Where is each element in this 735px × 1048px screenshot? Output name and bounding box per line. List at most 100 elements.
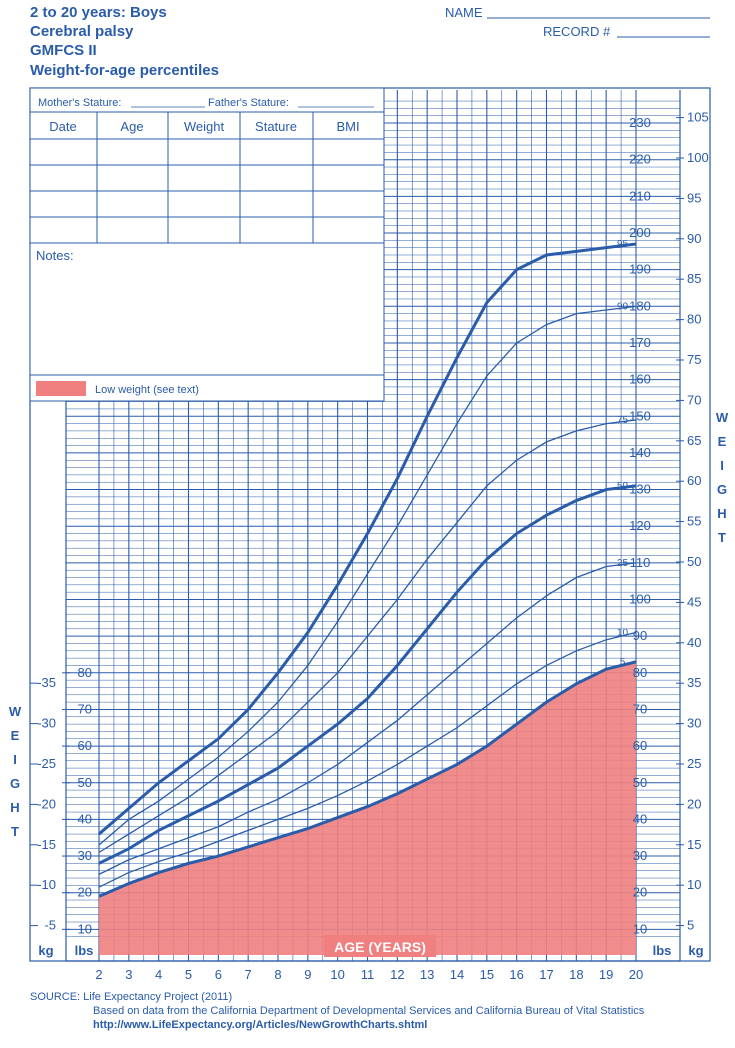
- column-header-age: Age: [120, 119, 143, 134]
- svg-text:E: E: [718, 434, 727, 449]
- kg-tick-label-right: 85: [687, 271, 701, 286]
- age-tick-label: 16: [509, 967, 523, 982]
- lbs-tick-label-right: 230: [629, 115, 651, 130]
- kg-tick-label-right: 90: [687, 231, 701, 246]
- name-label: NAME: [445, 5, 483, 20]
- svg-text:G: G: [717, 482, 727, 497]
- lbs-tick-label-right: 90: [633, 628, 647, 643]
- weight-label-left: W E I G H T: [9, 704, 22, 839]
- percentile-label-10: 10: [617, 627, 629, 638]
- svg-text:W: W: [716, 410, 729, 425]
- record-table: Mother's Stature: Father's Stature: Date…: [29, 87, 385, 402]
- source-link[interactable]: http://www.LifeExpectancy.org/Articles/N…: [93, 1019, 427, 1031]
- lbs-tick-label-right: 140: [629, 445, 651, 460]
- age-tick-label: 3: [125, 967, 132, 982]
- percentile-label-25: 25: [617, 558, 629, 569]
- lbs-tick-label-right: 40: [633, 811, 647, 826]
- kg-tick-label-right: 25: [687, 756, 701, 771]
- kg-tick-label-right: 105: [687, 110, 709, 125]
- lbs-label-left: lbs: [75, 943, 94, 958]
- percentile-line-50: [98, 484, 637, 865]
- lbs-tick-label-left: 50: [78, 775, 92, 790]
- lbs-tick-label-right: 130: [629, 482, 651, 497]
- kg-tick-label-right: 60: [687, 473, 701, 488]
- kg-tick-label-right: 55: [687, 514, 701, 529]
- age-tick-label: 19: [599, 967, 613, 982]
- age-tick-label: 14: [450, 967, 464, 982]
- kg-tick-label-right: 20: [687, 796, 701, 811]
- age-tick-label: 15: [480, 967, 494, 982]
- lbs-tick-label-left: 60: [78, 738, 92, 753]
- kg-tick-label-right: 70: [687, 392, 701, 407]
- kg-tick-label-left: -5: [44, 918, 56, 933]
- kg-tick-label-right: 50: [687, 554, 701, 569]
- kg-tick-label-right: 10: [687, 877, 701, 892]
- kg-tick-label-right: 65: [687, 433, 701, 448]
- percentile-line-90: [98, 305, 637, 846]
- lbs-tick-label-right: 70: [633, 701, 647, 716]
- lbs-tick-label-right: 100: [629, 592, 651, 607]
- axis-ticks: 10 20 30 40 50 60 70 80 -5 -10 -15 -20 -25 -30 -35 10 20…: [30, 110, 709, 982]
- age-tick-label: 4: [155, 967, 162, 982]
- svg-text:T: T: [718, 530, 726, 545]
- age-tick-label: 12: [390, 967, 404, 982]
- record-label: RECORD #: [543, 24, 611, 39]
- percentile-line-75: [98, 419, 637, 853]
- age-tick-label: 9: [304, 967, 311, 982]
- lbs-tick-label-right: 160: [629, 372, 651, 387]
- lbs-tick-label-right: 220: [629, 152, 651, 167]
- title-line-3: GMFCS II: [30, 42, 97, 59]
- kg-tick-label-left: -10: [37, 877, 56, 892]
- lbs-tick-label-right: 50: [633, 775, 647, 790]
- kg-tick-label-right: 40: [687, 635, 701, 650]
- age-tick-label: 5: [185, 967, 192, 982]
- svg-text:H: H: [717, 506, 726, 521]
- age-tick-label: 13: [420, 967, 434, 982]
- lbs-tick-label-right: 190: [629, 262, 651, 277]
- percentile-label-5: 5: [620, 657, 626, 668]
- age-tick-label: 18: [569, 967, 583, 982]
- kg-tick-label-right: 45: [687, 594, 701, 609]
- age-tick-label: 8: [274, 967, 281, 982]
- age-tick-label: 10: [330, 967, 344, 982]
- source-line-1: SOURCE: Life Expectancy Project (2011): [30, 991, 232, 1003]
- svg-text:H: H: [10, 800, 19, 815]
- svg-text:I: I: [13, 752, 17, 767]
- kg-tick-label-right: 30: [687, 716, 701, 731]
- lbs-tick-label-left: 30: [78, 848, 92, 863]
- lbs-tick-label-right: 30: [633, 848, 647, 863]
- source-line-2: Based on data from the California Depart…: [93, 1005, 645, 1017]
- kg-tick-label-right: 95: [687, 190, 701, 205]
- age-tick-label: 7: [245, 967, 252, 982]
- kg-tick-label-left: -25: [37, 756, 56, 771]
- mother-stature-label: Mother's Stature:: [38, 97, 121, 109]
- lbs-tick-label-left: 40: [78, 811, 92, 826]
- age-tick-label: 11: [361, 967, 375, 982]
- kg-label-right: kg: [688, 943, 703, 958]
- kg-tick-label-right: 75: [687, 352, 701, 367]
- percentile-line-25: [98, 562, 637, 875]
- lbs-tick-label-right: 80: [633, 665, 647, 680]
- column-header-date: Date: [49, 119, 76, 134]
- percentile-label-50: 50: [617, 481, 629, 492]
- kg-tick-label-right: 100: [687, 150, 709, 165]
- lbs-tick-label-right: 170: [629, 335, 651, 350]
- percentile-label-95: 95: [617, 239, 629, 250]
- lbs-tick-label-right: 60: [633, 738, 647, 753]
- age-tick-label: 2: [95, 967, 102, 982]
- percentile-curves: 5 10 25 50 75 90 95: [98, 239, 637, 898]
- kg-tick-label-right: 15: [687, 837, 701, 852]
- kg-tick-label-left: -15: [37, 837, 56, 852]
- kg-tick-label-right: 35: [687, 675, 701, 690]
- age-tick-label: 6: [215, 967, 222, 982]
- lbs-tick-label-left: 70: [78, 701, 92, 716]
- lbs-label-right: lbs: [653, 943, 672, 958]
- column-header-stature: Stature: [255, 119, 297, 134]
- weight-label-right: W E I G H T: [716, 410, 729, 545]
- lbs-tick-label-right: 20: [633, 885, 647, 900]
- svg-text:T: T: [11, 824, 19, 839]
- kg-tick-label-left: -30: [37, 716, 56, 731]
- lbs-tick-label-right: 10: [633, 921, 647, 936]
- lbs-tick-label-right: 110: [630, 555, 651, 570]
